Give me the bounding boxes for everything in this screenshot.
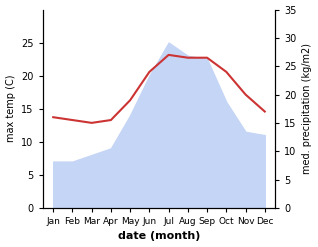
Y-axis label: med. precipitation (kg/m2): med. precipitation (kg/m2) (302, 43, 313, 174)
X-axis label: date (month): date (month) (118, 231, 200, 242)
Y-axis label: max temp (C): max temp (C) (5, 75, 16, 143)
